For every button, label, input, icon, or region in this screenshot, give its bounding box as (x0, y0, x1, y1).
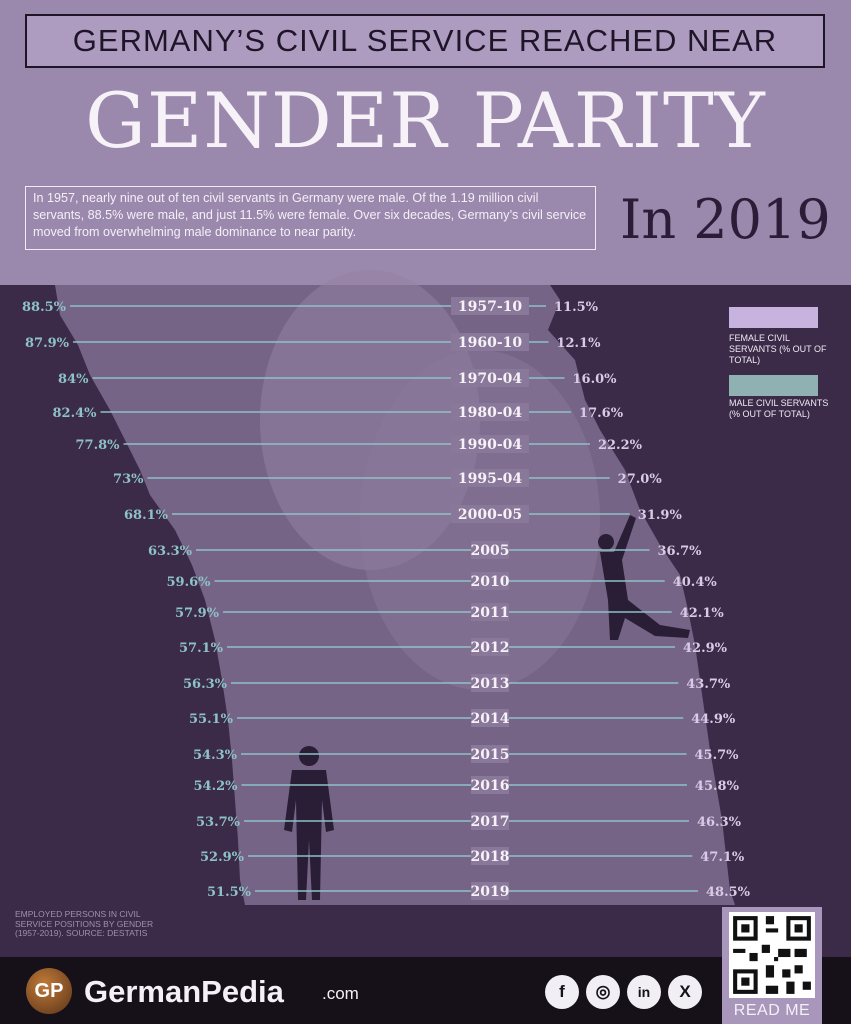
female-value-label: 40.4% (673, 575, 718, 590)
year-heading: In 2019 (620, 188, 831, 251)
category-label: 2019 (471, 884, 510, 900)
male-value-label: 51.5% (207, 885, 252, 900)
source-note: EMPLOYED PERSONS IN CIVIL SERVICE POSITI… (15, 909, 154, 938)
category-label-bg (471, 776, 509, 794)
female-value-label: 47.1% (700, 850, 745, 865)
category-label: 1990-04 (458, 437, 523, 453)
category-label: 1957-10 (458, 299, 523, 315)
male-value-label: 54.3% (193, 748, 238, 763)
female-value-label: 44.9% (691, 712, 736, 727)
female-value-label: 11.5% (554, 300, 599, 315)
female-value-label: 45.7% (694, 748, 739, 763)
female-value-label: 45.8% (695, 779, 740, 794)
instagram-icon[interactable]: ◎ (586, 975, 620, 1009)
category-label: 2011 (471, 605, 510, 621)
female-value-label: 42.1% (680, 606, 725, 621)
category-label: 2010 (471, 574, 510, 590)
category-label-bg (451, 435, 529, 453)
footer-bar (0, 957, 851, 1024)
female-value-label: 31.9% (638, 508, 683, 523)
category-label-bg (471, 847, 509, 865)
male-value-label: 88.5% (22, 300, 67, 315)
category-label: 2016 (471, 778, 510, 794)
male-value-label: 52.9% (200, 850, 245, 865)
category-label: 2015 (471, 747, 510, 763)
female-value-label: 48.5% (706, 885, 751, 900)
category-label-bg (451, 403, 529, 421)
category-label: 2017 (471, 814, 510, 830)
female-value-label: 43.7% (686, 677, 731, 692)
category-label-bg (471, 638, 509, 656)
category-label: 1980-04 (458, 405, 523, 421)
climber-silhouette-icon (598, 515, 690, 640)
category-label-bg (471, 541, 509, 559)
legend-female-swatch (729, 307, 818, 328)
logo-initials: GP (34, 980, 64, 1002)
female-value-label: 16.0% (572, 372, 617, 387)
legend-female-label: FEMALE CIVIL SERVANTS (% OUT OF TOTAL) (729, 333, 827, 365)
male-value-label: 73% (113, 472, 144, 487)
read-me-label: READ ME (733, 1002, 811, 1019)
male-value-label: 57.9% (175, 606, 220, 621)
male-value-label: 68.1% (124, 508, 169, 523)
male-value-label: 57.1% (179, 641, 224, 656)
brand-suffix: .com (322, 984, 359, 1003)
category-label: 2013 (471, 676, 510, 692)
brand-name[interactable]: GermanPedia (84, 974, 284, 1009)
man-silhouette-icon (284, 746, 334, 900)
subtitle: GERMANY’S CIVIL SERVICE REACHED NEAR (72, 23, 778, 58)
male-value-label: 77.8% (75, 438, 120, 453)
category-label-bg (471, 674, 509, 692)
male-value-label: 63.3% (148, 544, 193, 559)
logo-icon (26, 968, 72, 1014)
qr-code-icon[interactable] (729, 912, 815, 998)
male-value-label: 87.9% (25, 336, 70, 351)
category-label-bg (471, 882, 509, 900)
female-value-label: 42.9% (683, 641, 728, 656)
subtitle-box: GERMANY’S CIVIL SERVICE REACHED NEAR (25, 14, 825, 68)
category-label-bg (471, 603, 509, 621)
male-value-label: 53.7% (196, 815, 241, 830)
male-value-label: 54.2% (193, 779, 238, 794)
female-value-label: 22.2% (598, 438, 643, 453)
category-label-bg (471, 709, 509, 727)
female-value-label: 12.1% (556, 336, 601, 351)
category-label-bg (451, 505, 529, 523)
male-value-label: 59.6% (166, 575, 211, 590)
male-value-label: 56.3% (183, 677, 228, 692)
category-label: 1995-04 (458, 471, 523, 487)
legend-male-label: MALE CIVIL SERVANTS (% OUT OF TOTAL) (729, 398, 829, 419)
category-label: 1970-04 (458, 371, 523, 387)
linkedin-icon[interactable]: in (627, 975, 661, 1009)
page-title: GENDER PARITY (85, 76, 766, 165)
category-label: 1960-10 (458, 335, 523, 351)
category-label: 2005 (471, 543, 510, 559)
category-label-bg (471, 745, 509, 763)
intro-text: In 1957, nearly nine out of ten civil se… (25, 186, 596, 250)
category-label-bg (451, 369, 529, 387)
category-label-bg (451, 333, 529, 351)
female-value-label: 36.7% (658, 544, 703, 559)
legend-male-swatch (729, 375, 818, 396)
category-label: 2012 (471, 640, 510, 656)
male-value-label: 82.4% (52, 406, 97, 421)
female-value-label: 46.3% (697, 815, 742, 830)
female-value-label: 27.0% (618, 472, 663, 487)
x-icon[interactable]: X (668, 975, 702, 1009)
category-label-bg (471, 572, 509, 590)
category-label: 2018 (471, 849, 510, 865)
male-value-label: 84% (58, 372, 89, 387)
category-label-bg (471, 812, 509, 830)
male-value-label: 55.1% (189, 712, 234, 727)
category-label: 2000-05 (458, 507, 522, 523)
category-label: 2014 (471, 711, 510, 727)
category-label-bg (451, 469, 529, 487)
female-value-label: 17.6% (579, 406, 624, 421)
facebook-icon[interactable]: f (545, 975, 579, 1009)
category-label-bg (451, 297, 529, 315)
